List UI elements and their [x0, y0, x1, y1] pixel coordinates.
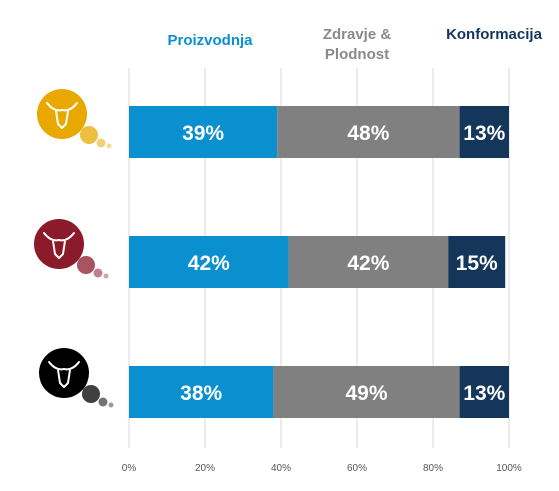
- legend-label-2: Zdravje & Plodnost: [323, 26, 392, 63]
- bar-segment: [273, 366, 460, 418]
- bar-segment: [459, 366, 509, 418]
- data-label: 38%: [180, 382, 222, 405]
- bar-segment: [459, 106, 509, 158]
- legend-label-3: Konformacija: [446, 26, 543, 43]
- bull-icon: [37, 89, 112, 149]
- category-icons: [34, 89, 114, 408]
- data-label: 39%: [182, 122, 224, 145]
- data-label: 13%: [463, 382, 505, 405]
- legend: Proizvodnja Zdravje & Plodnost Konformacija: [167, 26, 542, 63]
- x-tick-label: 20%: [195, 463, 215, 474]
- bar-segment: [448, 236, 506, 288]
- data-label: 48%: [347, 122, 389, 145]
- x-tick-label: 60%: [347, 463, 367, 474]
- bull-icon: [39, 348, 114, 408]
- data-label: 49%: [345, 382, 387, 405]
- bar-segment: [277, 106, 460, 158]
- x-tick-label: 0%: [122, 463, 137, 474]
- bar-segment: [129, 366, 274, 418]
- data-label: 13%: [463, 122, 505, 145]
- bars: 39% 48% 13% 42% 42% 15% 38% 49% 13%: [129, 106, 509, 418]
- legend-label-1: Proizvodnja: [167, 32, 253, 49]
- bar-segment: [129, 236, 289, 288]
- data-label: 42%: [188, 252, 230, 275]
- bar-segment: [288, 236, 449, 288]
- bar-segment: [129, 106, 278, 158]
- x-tick-label: 80%: [423, 463, 443, 474]
- data-label: 42%: [347, 252, 389, 275]
- x-tick-label: 40%: [271, 463, 291, 474]
- data-label: 15%: [456, 252, 498, 275]
- x-tick-label: 100%: [496, 463, 522, 474]
- bull-icon: [34, 219, 109, 279]
- x-axis-ticks: 0% 20% 40% 60% 80% 100%: [122, 463, 522, 474]
